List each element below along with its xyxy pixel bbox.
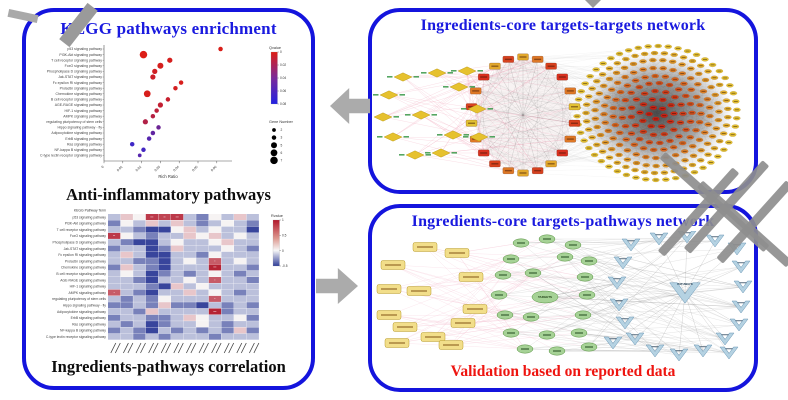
svg-text:FoxO signaling pathway: FoxO signaling pathway bbox=[65, 64, 103, 68]
arrow-left-icon bbox=[330, 88, 370, 124]
svg-text:5: 5 bbox=[281, 143, 283, 147]
svg-text:ErbB signaling pathway: ErbB signaling pathway bbox=[65, 137, 102, 141]
panel-pathways-network: Ingredients-core targets-pathways networ… bbox=[368, 204, 758, 392]
ingredients-pathways-heatmap: KEGG Pathway Term p53 signaling pathway PI… bbox=[46, 209, 288, 354]
svg-text:B cell receptor signaling path: B cell receptor signaling pathway bbox=[56, 272, 106, 276]
svg-text:-0.5: -0.5 bbox=[282, 264, 288, 268]
svg-text:Rich Ratio: Rich Ratio bbox=[158, 174, 178, 179]
kegg-title: KEGG pathways enrichment bbox=[60, 19, 277, 38]
svg-text:TARGETS: TARGETS bbox=[538, 295, 552, 299]
svg-text:0: 0 bbox=[282, 249, 284, 253]
anti-inflammatory-caption: Anti-inflammatory pathways bbox=[66, 185, 271, 204]
svg-text:***: *** bbox=[176, 215, 179, 219]
svg-text:Rvalue: Rvalue bbox=[271, 214, 283, 218]
svg-text:0.06: 0.06 bbox=[280, 89, 286, 93]
svg-text:Adipocytokine signaling pathwa: Adipocytokine signaling pathway bbox=[51, 131, 102, 135]
svg-text:B cell receptor signaling path: B cell receptor signaling pathway bbox=[51, 98, 102, 102]
svg-text:*: * bbox=[214, 259, 215, 263]
svg-text:Hippo signaling pathway - fly: Hippo signaling pathway - fly bbox=[57, 126, 102, 130]
svg-text:1: 1 bbox=[282, 218, 284, 222]
svg-text:0.04: 0.04 bbox=[172, 165, 180, 173]
svg-text:Jak-STAT signaling pathway: Jak-STAT signaling pathway bbox=[64, 247, 107, 251]
svg-text:PATHWAYS: PATHWAYS bbox=[677, 282, 692, 286]
svg-text:***: *** bbox=[150, 215, 153, 219]
svg-text:Hippo signaling pathway - fly: Hippo signaling pathway - fly bbox=[63, 304, 106, 308]
svg-text:0.08: 0.08 bbox=[280, 102, 286, 106]
svg-text:***: *** bbox=[213, 310, 216, 314]
svg-text:Adipocytokine signaling pathwa: Adipocytokine signaling pathway bbox=[57, 310, 106, 314]
svg-text:Gene Number: Gene Number bbox=[269, 120, 294, 124]
correlation-caption: Ingredients-pathways correlation bbox=[51, 357, 286, 376]
svg-text:***: *** bbox=[213, 266, 216, 270]
svg-text:AGE-RAGE signaling pathway: AGE-RAGE signaling pathway bbox=[60, 278, 106, 282]
svg-text:AGE-RAGE signaling pathway: AGE-RAGE signaling pathway bbox=[55, 103, 103, 107]
svg-text:T cell receptor signaling path: T cell receptor signaling pathway bbox=[51, 58, 102, 62]
svg-text:PI3K-Akt signaling pathway: PI3K-Akt signaling pathway bbox=[59, 53, 102, 57]
svg-text:Fc epsilon RI signaling pathwa: Fc epsilon RI signaling pathway bbox=[58, 253, 106, 257]
kegg-dotplot-chart: p53 signaling pathway PI3K-Akt signaling … bbox=[40, 45, 294, 179]
validation-caption: Validation based on reported data bbox=[450, 363, 676, 380]
arrow-down-icon bbox=[585, 0, 601, 8]
svg-text:3: 3 bbox=[281, 136, 283, 140]
svg-text:Prolactin signaling pathway: Prolactin signaling pathway bbox=[60, 86, 103, 90]
svg-text:AMPK signaling pathway: AMPK signaling pathway bbox=[68, 291, 106, 295]
svg-text:*: * bbox=[214, 278, 215, 282]
svg-text:KEGG Pathway Term: KEGG Pathway Term bbox=[74, 209, 106, 213]
svg-text:0.5: 0.5 bbox=[282, 233, 287, 237]
svg-text:*: * bbox=[114, 291, 115, 295]
svg-text:NF-kappa B signaling pathway: NF-kappa B signaling pathway bbox=[60, 329, 106, 333]
svg-text:0.05: 0.05 bbox=[191, 165, 199, 173]
svg-text:**: ** bbox=[113, 234, 115, 238]
svg-text:Prolactin signaling pathway: Prolactin signaling pathway bbox=[65, 259, 106, 263]
svg-text:p53 signaling pathway: p53 signaling pathway bbox=[67, 47, 102, 51]
svg-text:0: 0 bbox=[280, 50, 282, 54]
panel-kegg-enrichment: KEGG pathways enrichment p53 signaling p… bbox=[22, 8, 315, 390]
svg-text:2: 2 bbox=[281, 128, 283, 132]
svg-text:C-type lectin receptor signali: C-type lectin receptor signaling pathway bbox=[46, 335, 106, 339]
svg-text:ErbB signaling pathway: ErbB signaling pathway bbox=[71, 316, 107, 320]
svg-text:NF-kappa B signaling pathway: NF-kappa B signaling pathway bbox=[55, 148, 103, 152]
svg-text:Ras signaling pathway: Ras signaling pathway bbox=[67, 142, 102, 146]
svg-text:p53 signaling pathway: p53 signaling pathway bbox=[72, 215, 106, 219]
svg-text:HIF-1 signaling pathway: HIF-1 signaling pathway bbox=[70, 285, 107, 289]
svg-text:T cell receptor signaling path: T cell receptor signaling pathway bbox=[57, 228, 107, 232]
svg-text:regulating pluripotency of ste: regulating pluripotency of stem cells bbox=[52, 297, 106, 301]
svg-text:0.06: 0.06 bbox=[210, 165, 218, 173]
svg-text:Ras signaling pathway: Ras signaling pathway bbox=[72, 322, 106, 326]
svg-text:AMPK signaling pathway: AMPK signaling pathway bbox=[63, 114, 102, 118]
svg-text:Chemokine signaling pathway: Chemokine signaling pathway bbox=[56, 92, 103, 96]
svg-text:Fc epsilon RI signaling pathwa: Fc epsilon RI signaling pathway bbox=[53, 81, 102, 85]
svg-text:PI3K-Akt signaling pathway: PI3K-Akt signaling pathway bbox=[65, 222, 107, 226]
svg-text:Phospholipase D signaling path: Phospholipase D signaling pathway bbox=[47, 70, 103, 74]
svg-text:Phospholipase D signaling path: Phospholipase D signaling pathway bbox=[52, 241, 106, 245]
svg-text:0.01: 0.01 bbox=[116, 165, 124, 173]
svg-text:FoxO signaling pathway: FoxO signaling pathway bbox=[70, 234, 106, 238]
targets-network-title: Ingredients-core targets-targets network bbox=[420, 17, 706, 34]
svg-text:Qvalue: Qvalue bbox=[269, 46, 281, 50]
svg-text:6: 6 bbox=[281, 151, 283, 155]
svg-text:Jak-STAT signaling pathway: Jak-STAT signaling pathway bbox=[58, 75, 102, 79]
ingredients-pathways-network-graph: TARGETS PATHWAYS bbox=[376, 231, 753, 362]
svg-text:C-type lectin receptor signali: C-type lectin receptor signaling pathway bbox=[40, 154, 102, 158]
svg-text:0.02: 0.02 bbox=[280, 63, 286, 67]
svg-text:0: 0 bbox=[101, 165, 105, 169]
svg-text:HIF-1 signaling pathway: HIF-1 signaling pathway bbox=[64, 109, 102, 113]
svg-text:Chemokine signaling pathway: Chemokine signaling pathway bbox=[61, 266, 106, 270]
pathways-network-title: Ingredients-core targets-pathways networ… bbox=[411, 213, 715, 230]
svg-text:regulating pluripotency of ste: regulating pluripotency of stem cells bbox=[46, 120, 102, 124]
svg-text:*: * bbox=[214, 297, 215, 301]
svg-text:0.03: 0.03 bbox=[154, 165, 162, 173]
ingredients-targets-network-graph bbox=[373, 43, 741, 183]
arrow-right-icon bbox=[316, 268, 358, 304]
svg-text:0.04: 0.04 bbox=[280, 76, 286, 80]
svg-text:7: 7 bbox=[281, 159, 283, 163]
svg-text:0.02: 0.02 bbox=[135, 165, 143, 173]
panel-targets-network: Ingredients-core targets-targets network bbox=[368, 8, 758, 194]
svg-text:**: ** bbox=[163, 215, 165, 219]
